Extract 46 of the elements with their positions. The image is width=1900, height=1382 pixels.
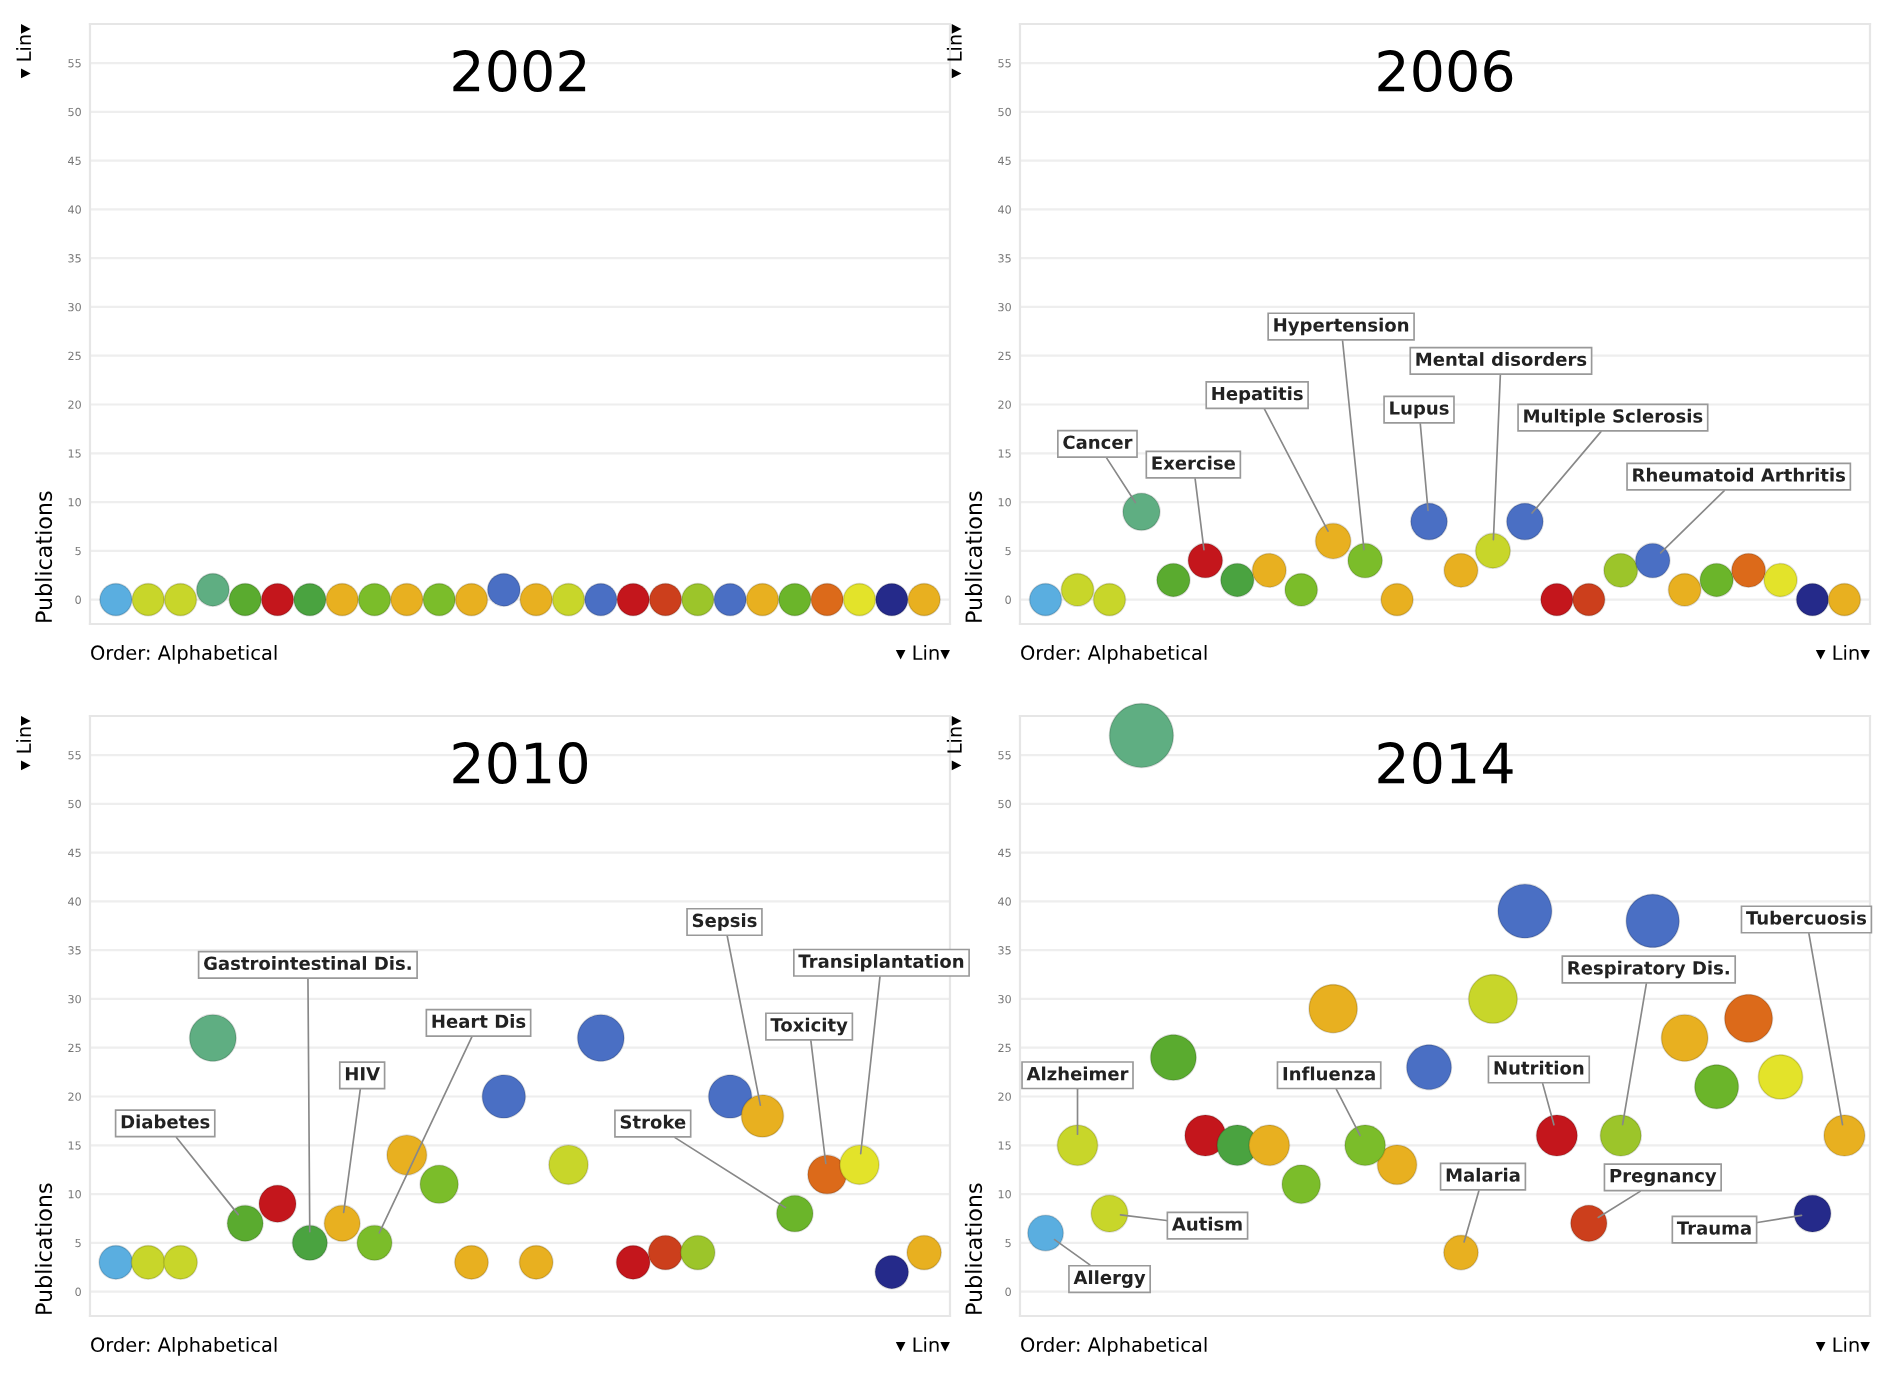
y-axis-title: Publications bbox=[964, 1183, 983, 1314]
annotation: ▾ Lin▾ bbox=[946, 716, 962, 771]
chart-title: 2002 bbox=[453, 50, 586, 93]
text: Cancer bbox=[1063, 435, 1133, 450]
series-label: Pregnancy bbox=[1610, 1168, 1717, 1187]
text: Exercise bbox=[1152, 455, 1235, 470]
text: HIV bbox=[345, 1067, 380, 1081]
text: Tubercuosis bbox=[1746, 910, 1867, 925]
text: Influenza bbox=[1283, 1066, 1375, 1081]
text: Alzheimer bbox=[1026, 1066, 1129, 1081]
chart-title: 2006 bbox=[1378, 50, 1513, 93]
text: ▾ Lin▾ bbox=[16, 24, 31, 79]
text: Heart Dis bbox=[432, 1014, 526, 1029]
text: Transiplantation bbox=[798, 954, 964, 972]
text: ▾ Lin▾ bbox=[895, 645, 950, 660]
text: Order: Alphabetical bbox=[91, 645, 277, 664]
y-axis-title: Publications bbox=[34, 1183, 53, 1314]
text: Trauma bbox=[1676, 1221, 1751, 1235]
text: Lupus bbox=[1390, 401, 1449, 419]
text: Order: Alphabetical bbox=[1021, 645, 1207, 664]
text: ▾ Lin▾ bbox=[1815, 1337, 1870, 1352]
text: ▾ Lin▾ bbox=[16, 716, 31, 771]
y-axis-title: Publications bbox=[964, 491, 983, 622]
text: Multiple Sclerosis bbox=[1524, 408, 1703, 427]
chart-title: 2010 bbox=[453, 742, 587, 785]
chart-title: 2014 bbox=[1378, 742, 1513, 785]
text: Stroke bbox=[620, 1114, 686, 1129]
text: ▾ Lin▾ bbox=[1815, 645, 1870, 660]
text: Rheumatoid Arthritis bbox=[1633, 467, 1846, 482]
text: Malaria bbox=[1446, 1167, 1520, 1182]
y-axis-title: Publications bbox=[34, 491, 53, 622]
text: Nutrition bbox=[1494, 1060, 1584, 1075]
text: Mental disorders bbox=[1416, 352, 1587, 367]
text: ▾ Lin▾ bbox=[895, 1337, 950, 1352]
annotation: ▾ Lin▾ bbox=[946, 24, 962, 79]
text: Toxicity bbox=[770, 1017, 848, 1036]
text: Sepsis bbox=[692, 913, 757, 931]
series-label: Allergy bbox=[1073, 1270, 1146, 1288]
text: Order: Alphabetical bbox=[91, 1337, 277, 1356]
text: Autism bbox=[1171, 1216, 1242, 1231]
text: Hypertension bbox=[1274, 317, 1409, 336]
text: Order: Alphabetical bbox=[1021, 1337, 1207, 1356]
text: Diabetes bbox=[121, 1114, 210, 1129]
text: Hepatitis bbox=[1212, 386, 1303, 404]
text: Respiratory Dis. bbox=[1568, 960, 1729, 979]
text: Gastrointestinal Dis. bbox=[204, 956, 411, 971]
